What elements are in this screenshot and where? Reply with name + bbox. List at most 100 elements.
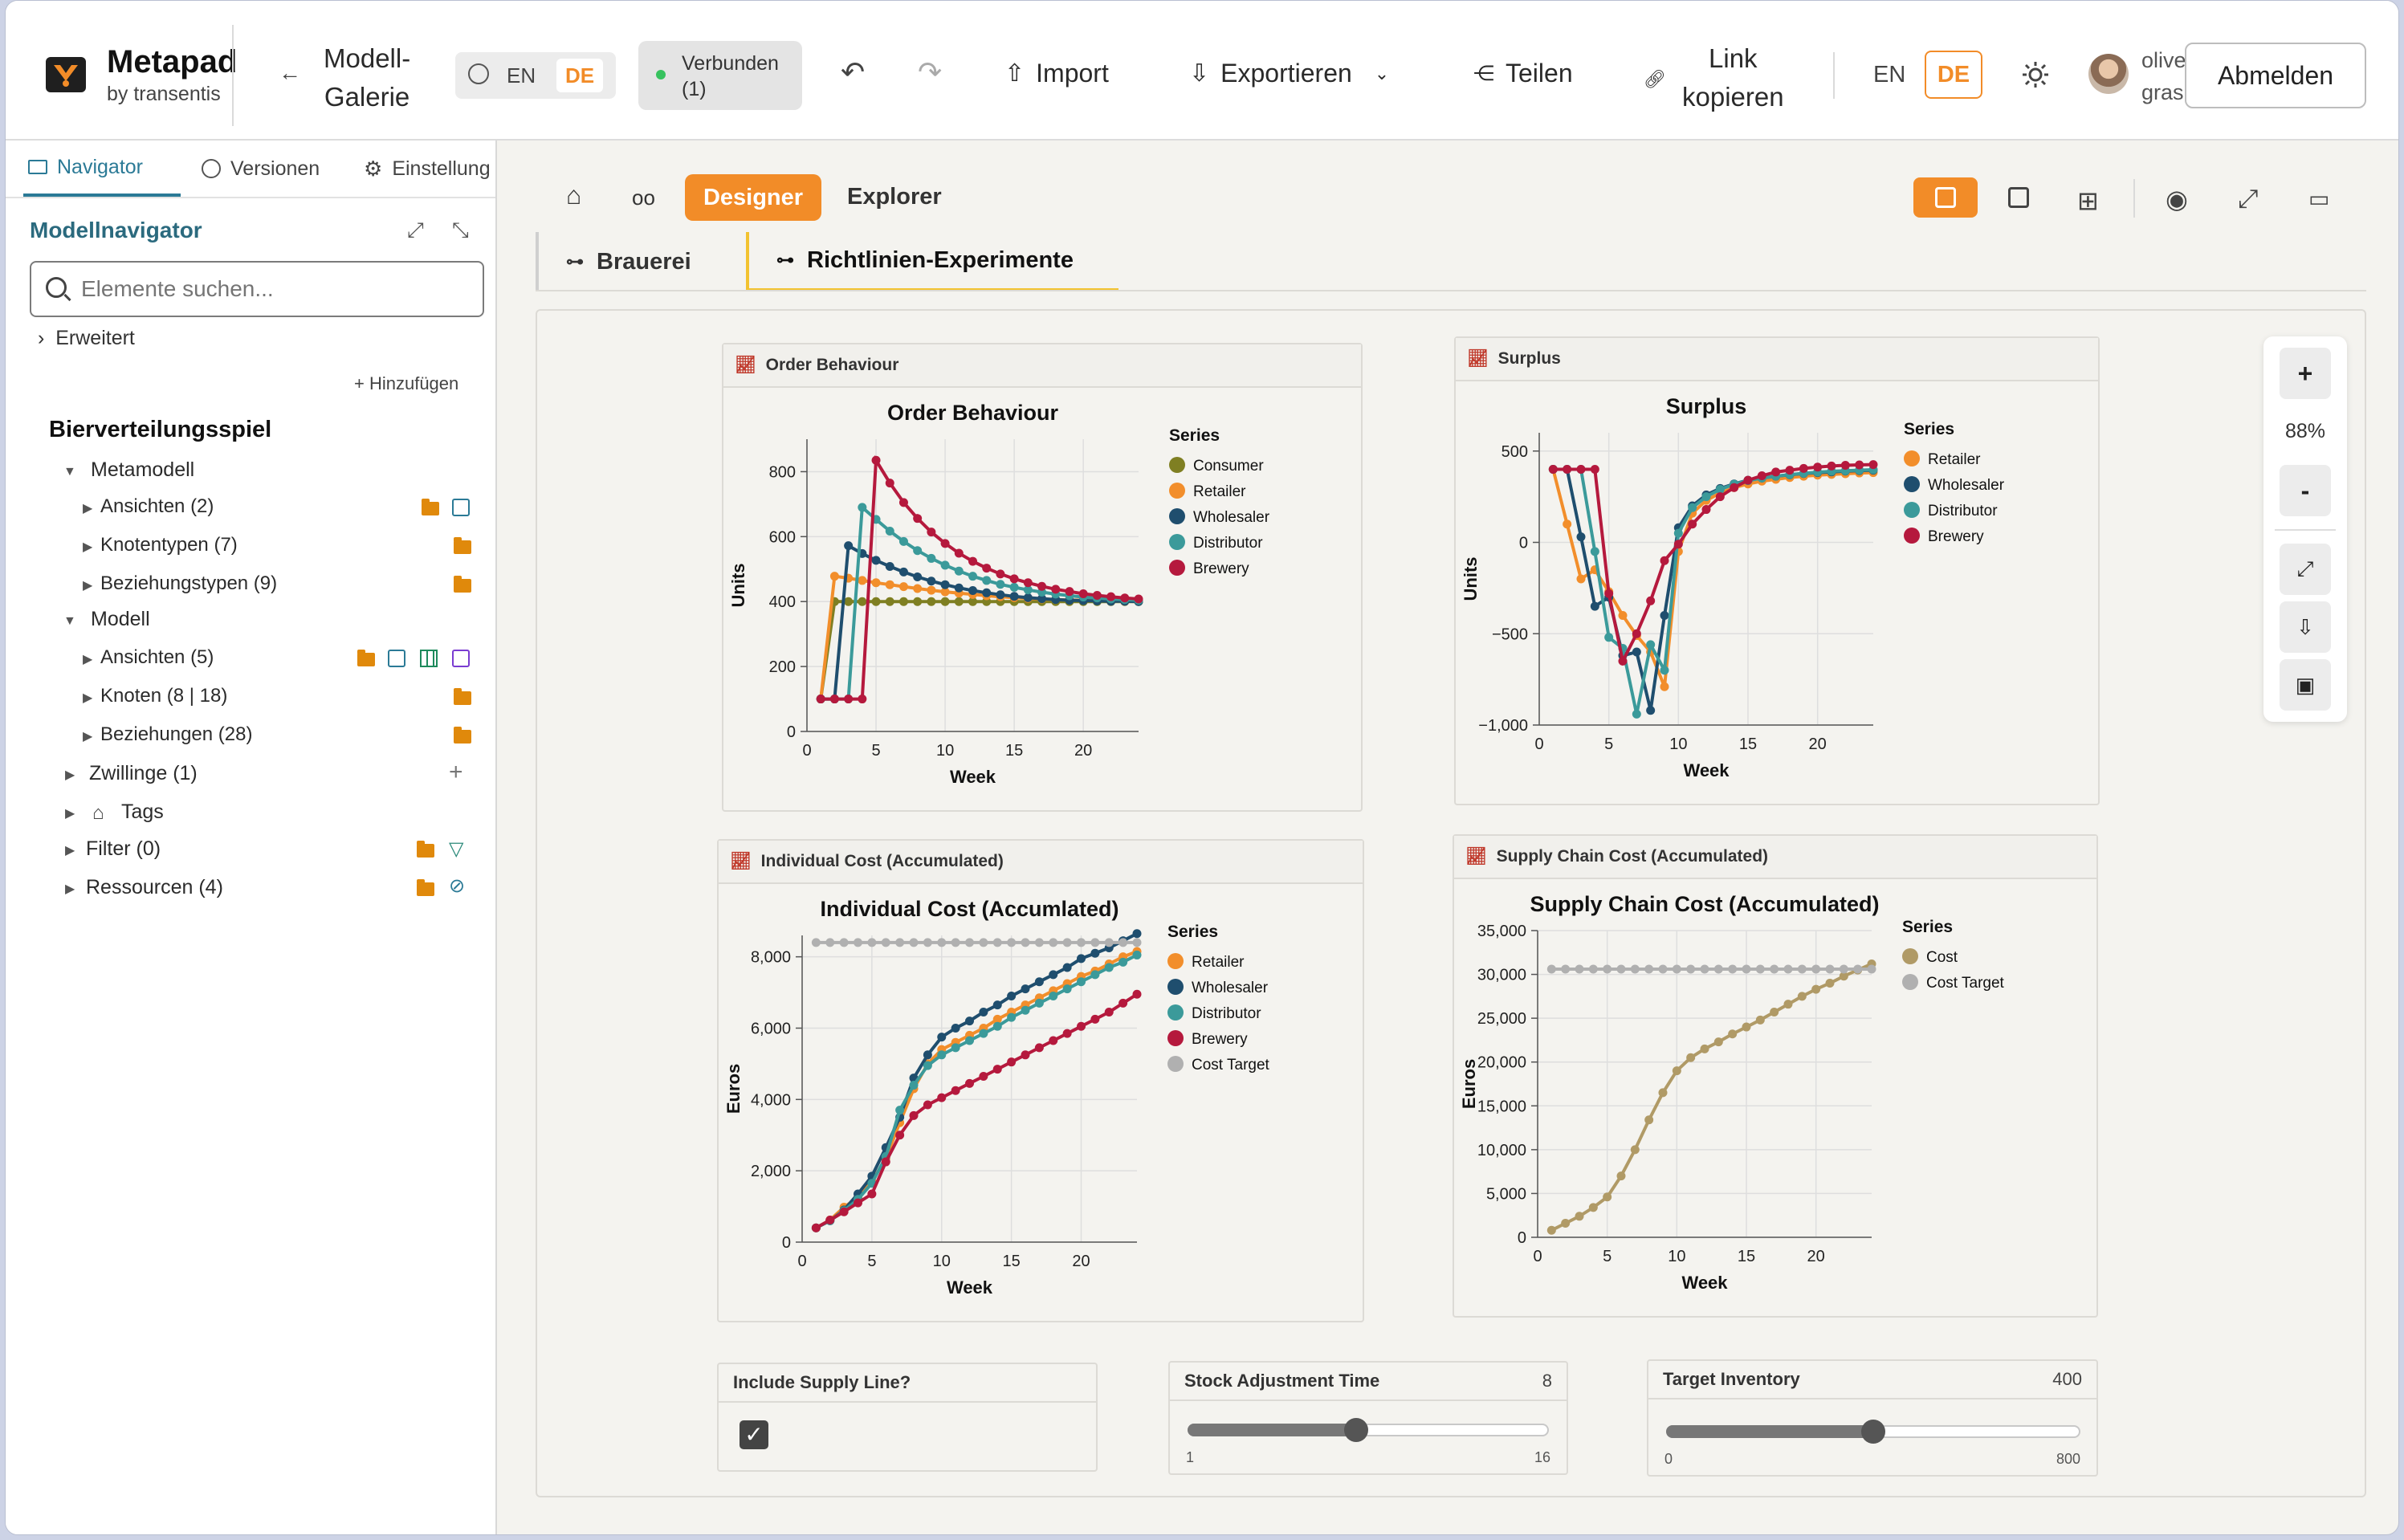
zoom-in-button[interactable]: + (2280, 348, 2331, 399)
download-icon[interactable]: ⇩ (2280, 601, 2331, 653)
plus-icon[interactable]: + (449, 759, 463, 785)
slider-knob[interactable] (1344, 1418, 1369, 1442)
expand-all-icon[interactable]: ⤢ (407, 218, 424, 242)
lang-en-option[interactable]: EN (507, 63, 536, 88)
panel-individual-cost[interactable]: 📈︎ Individual Cost (Accumulated) Individu… (717, 839, 1364, 1322)
connection-status[interactable]: Verbunden (1) (638, 41, 802, 110)
redo-icon[interactable]: ↷ (918, 55, 943, 88)
caret-right-icon[interactable]: ▶ (83, 579, 93, 593)
image-export-icon[interactable]: ▣ (2280, 659, 2331, 711)
attachment-icon[interactable]: ⊘ (449, 875, 466, 897)
panel-supply-chain-cost[interactable]: 📈︎ Supply Chain Cost (Accumulated) Supply… (1453, 834, 2098, 1318)
tree-meta-views[interactable]: Ansichten (2) (100, 495, 214, 517)
legend-label: Consumer (1193, 458, 1264, 475)
explorer-button[interactable]: Explorer (847, 184, 942, 210)
tree-model-nodes[interactable]: Knoten (8 | 18) (100, 685, 228, 707)
caret-right-icon[interactable]: ▶ (83, 540, 93, 554)
dashboard-icon[interactable] (452, 650, 470, 667)
share-button[interactable]: ⋲ Teilen (1473, 59, 1573, 88)
model-gallery-link[interactable]: Modell- Galerie (324, 39, 410, 116)
grid-view-icon[interactable]: ⊞ (2077, 186, 2099, 215)
folder-icon[interactable] (454, 576, 471, 593)
comment-icon[interactable]: ▭ (2308, 186, 2330, 211)
search-field[interactable] (30, 261, 484, 317)
designer-button[interactable]: Designer (685, 174, 821, 221)
tree-twins[interactable]: Zwillinge (1) (89, 762, 198, 784)
caret-right-icon[interactable]: ▶ (83, 691, 93, 705)
canvas[interactable]: 📈︎ Order Behaviour Order Behaviour 0 5 10 15 2… (536, 309, 2366, 1497)
supply-line-checkbox[interactable]: ✓ (740, 1420, 768, 1449)
panel-surplus[interactable]: 📈︎ Surplus Surplus 0 5 10 15 20 −1,000 −500 0 500 W… (1454, 336, 2100, 805)
lang2-de-option[interactable]: DE (1925, 51, 1982, 99)
table-icon[interactable] (420, 650, 438, 667)
panel-title: 📈︎ Surplus (1456, 338, 2098, 381)
add-button[interactable]: + Hinzufügen (354, 373, 459, 393)
theme-sun-icon[interactable] (2021, 60, 2050, 89)
chart-title: Supply Chain Cost (Accumulated) (1530, 892, 1879, 916)
tab-policy-experiments[interactable]: ⊶ Richtlinien-Experimente (746, 232, 1118, 291)
data-point (996, 580, 1005, 589)
lang-de-option[interactable]: DE (556, 59, 603, 92)
lang2-en-option[interactable]: EN (1873, 62, 1906, 88)
tab-navigator[interactable]: Navigator (23, 141, 181, 197)
tree-meta-relation-types[interactable]: Beziehungstypen (9) (100, 572, 278, 594)
tree-model-views[interactable]: Ansichten (5) (100, 646, 214, 668)
eye-icon[interactable]: ◉ (2166, 185, 2188, 214)
caret-down-icon[interactable]: ▼ (63, 614, 76, 628)
tree-tags[interactable]: Tags (121, 801, 164, 823)
caret-right-icon[interactable]: ▶ (83, 502, 93, 515)
search-input[interactable] (81, 272, 467, 306)
tab-settings[interactable]: ⚙ Einstellung (364, 141, 497, 197)
folder-icon[interactable] (454, 537, 471, 554)
folder-icon[interactable] (454, 688, 471, 705)
target-inventory-slider[interactable] (1666, 1420, 2080, 1444)
tree-meta-node-types[interactable]: Knotentypen (7) (100, 534, 238, 556)
copy-link-button[interactable]: 🔗︎ Link kopieren (1644, 39, 1784, 116)
language-switch[interactable]: EN DE (455, 52, 616, 99)
home-icon[interactable]: ⌂ (566, 181, 582, 210)
tree-metamodel[interactable]: Metamodell (91, 458, 195, 481)
caret-right-icon[interactable]: ▶ (65, 807, 75, 821)
data-point (898, 536, 908, 546)
view-layout-icon[interactable] (388, 650, 405, 667)
caret-right-icon[interactable]: ▶ (83, 730, 93, 744)
undo-icon[interactable]: ↶ (841, 55, 866, 88)
advanced-toggle[interactable]: › Erweitert (38, 327, 135, 350)
stock-adjustment-slider[interactable] (1188, 1418, 1549, 1442)
tree-model[interactable]: Modell (91, 608, 150, 630)
tab-brewery[interactable]: ⊶ Brauerei (536, 232, 748, 291)
folder-icon[interactable] (417, 841, 434, 858)
tree-filters[interactable]: Filter (0) (86, 837, 161, 860)
caret-right-icon[interactable]: ▶ (65, 844, 75, 858)
import-button[interactable]: ⇧ Import (1004, 59, 1109, 88)
tree-resources[interactable]: Ressourcen (4) (86, 876, 223, 898)
caret-down-icon[interactable]: ▼ (63, 465, 76, 479)
caret-right-icon[interactable]: ▶ (65, 768, 75, 782)
fit-view-icon[interactable]: ⤢ (2280, 544, 2331, 595)
view-layout-icon[interactable] (452, 499, 470, 516)
split-view-button[interactable] (1913, 177, 1978, 218)
folder-icon[interactable] (422, 499, 439, 515)
logout-button[interactable]: Abmelden (2185, 43, 2366, 108)
data-point (968, 556, 977, 566)
folder-icon[interactable] (357, 650, 375, 666)
back-arrow-icon[interactable]: ← (279, 60, 301, 85)
zoom-out-button[interactable]: - (2280, 465, 2331, 516)
folder-icon[interactable] (417, 879, 434, 896)
tree-model-relations[interactable]: Beziehungen (28) (100, 723, 253, 745)
data-point (965, 1078, 974, 1088)
slider-knob[interactable] (1861, 1420, 1885, 1444)
avatar[interactable] (2088, 54, 2129, 94)
tab-versions[interactable]: Versionen (202, 141, 320, 197)
fullscreen-icon[interactable]: ⤢ (2238, 184, 2259, 213)
caret-right-icon[interactable]: ▶ (65, 882, 75, 896)
folder-icon[interactable] (454, 727, 471, 744)
collapse-all-icon[interactable]: ⤡ (452, 218, 469, 242)
filter-icon[interactable]: ▽ (449, 838, 464, 860)
data-point (1132, 989, 1142, 999)
bottom-panel-icon[interactable] (2008, 187, 2029, 208)
export-button[interactable]: ⇩ Exportieren ⌄ (1189, 59, 1389, 88)
caret-right-icon[interactable]: ▶ (83, 653, 93, 666)
glasses-icon[interactable]: oo (632, 185, 655, 210)
panel-order[interactable]: 📈︎ Order Behaviour Order Behaviour 0 5 10 15 2… (722, 343, 1363, 812)
